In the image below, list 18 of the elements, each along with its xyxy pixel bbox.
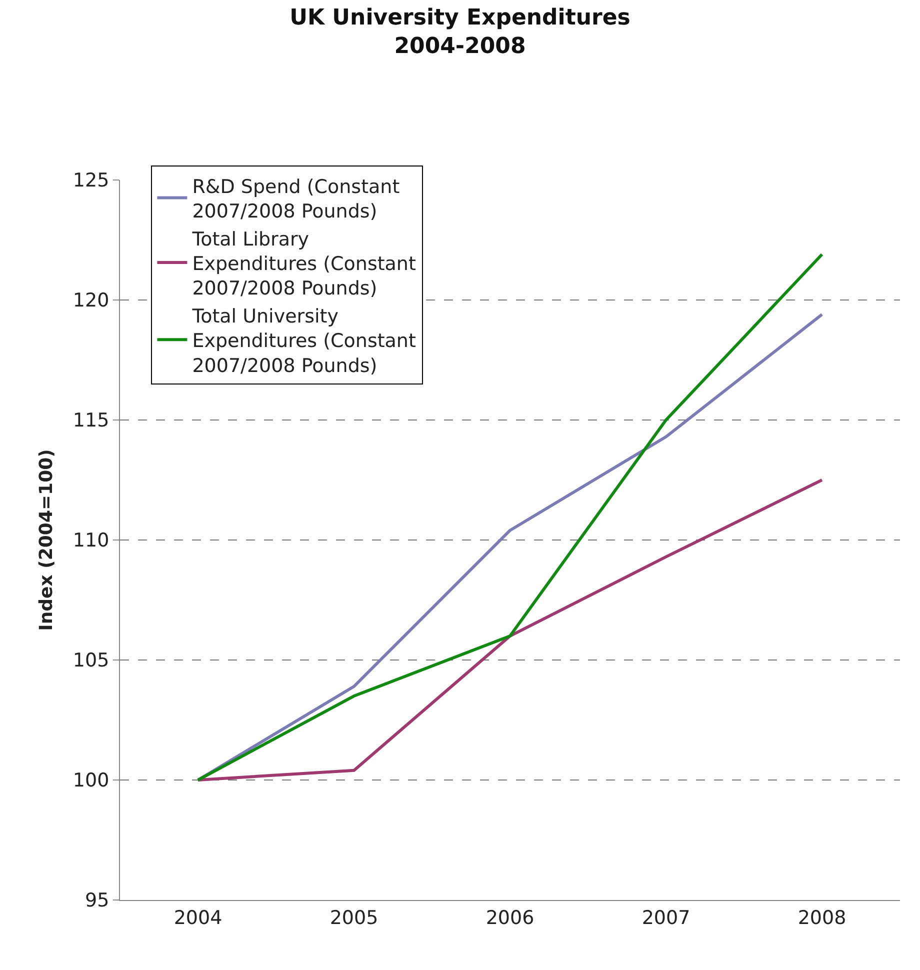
y-tick-label: 125: [72, 170, 110, 192]
chart-title: UK University Expenditures 2004-2008: [290, 5, 630, 59]
x-tick-label: 2006: [486, 906, 534, 929]
legend-label: Total Library Expenditures (Constant 2007/2008 Pounds): [191, 228, 416, 300]
y-tick-label: 95: [85, 890, 110, 912]
line-series: [196, 478, 824, 782]
y-tick-label: 115: [72, 410, 110, 432]
x-tick-label: 2005: [330, 906, 378, 929]
y-tick-label: 105: [72, 650, 110, 672]
y-axis-title: Index (2004=100): [36, 449, 58, 631]
legend-label: Total University Expenditures (Constant 2007/2008 Pounds): [191, 305, 416, 377]
y-tick-label: 120: [72, 290, 110, 312]
y-tick-label: 110: [72, 530, 110, 552]
legend-label: R&D Spend (Constant 2007/2008 Pounds): [192, 176, 400, 223]
y-tick-label: 100: [72, 770, 110, 792]
x-tick-label: 2004: [174, 906, 222, 929]
x-tick-label: 2007: [642, 906, 690, 929]
x-tick-label: 2008: [798, 906, 846, 929]
